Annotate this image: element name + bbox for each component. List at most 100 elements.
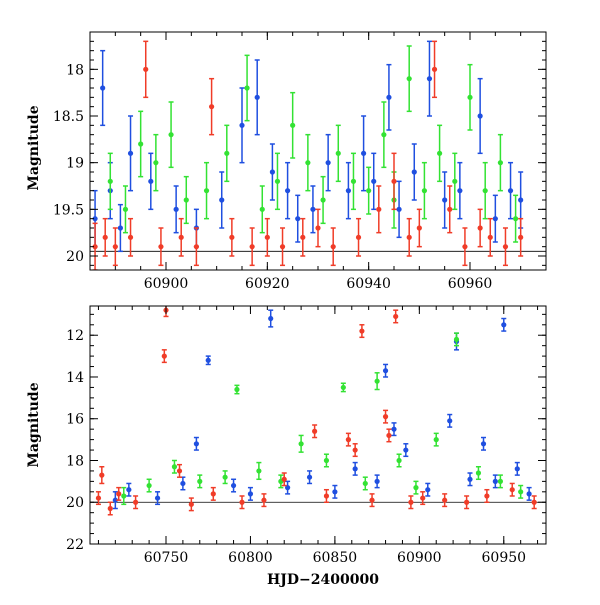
top-y-tick-label: 18 [66, 62, 84, 78]
top-x-tick-label: 60920 [245, 276, 290, 292]
bottom-series-0-marker [425, 487, 431, 493]
top-series-1-point [320, 175, 326, 225]
bottom-series-1-marker [298, 441, 304, 447]
bottom-series-2-point [359, 324, 365, 339]
bottom-series-0-marker [492, 478, 498, 484]
top-series-0-point [426, 40, 433, 117]
bottom-series-2-point [509, 482, 515, 497]
bottom-series-0-point [193, 436, 199, 451]
bottom-series-2-marker [509, 487, 515, 493]
top-series-2-point [249, 227, 255, 267]
bottom-series-0-marker [374, 478, 380, 484]
bottom-x-tick-label: 60750 [144, 550, 189, 566]
top-series-0-marker [310, 206, 316, 212]
bottom-series-0-marker [193, 441, 199, 447]
bottom-series-2-point [95, 491, 102, 506]
bottom-series-1-marker [121, 493, 127, 499]
top-series-0-marker [345, 188, 351, 194]
bottom-series-2-point [312, 424, 318, 439]
bottom-series-1-point [497, 474, 503, 489]
top-x-tick-label: 60940 [346, 276, 391, 292]
top-series-0-point [386, 63, 392, 131]
bottom-series-0-marker [285, 485, 291, 491]
top-series-0-point [361, 115, 367, 192]
top-series-0-point [325, 133, 331, 192]
top-series-2-point [518, 217, 524, 257]
top-series-1-point [153, 133, 159, 192]
bottom-x-axis-title: HJD−2400000 [267, 572, 379, 588]
top-series-0-marker [396, 206, 402, 212]
top-series-0-point [371, 152, 377, 211]
bottom-series-2-point [345, 432, 351, 447]
top-series-1-point [513, 194, 519, 243]
top-series-0-point [411, 143, 417, 201]
bottom-series-2-point [239, 495, 245, 510]
top-series-0-point [239, 87, 245, 164]
top-x-tick-label: 60900 [144, 276, 189, 292]
top-series-0-point [148, 152, 154, 211]
top-series-1-point [482, 161, 488, 220]
bottom-series-2-point [323, 488, 330, 503]
top-series-1-point [224, 124, 230, 183]
bottom-x-tick-label: 60850 [313, 550, 358, 566]
top-panel-ticks [89, 31, 547, 270]
top-series-0-marker [477, 113, 483, 119]
bottom-series-0-point [332, 484, 338, 499]
bottom-series-1-marker [475, 470, 482, 476]
bottom-series-2-marker [420, 495, 426, 501]
top-series-2-marker [502, 244, 509, 250]
bottom-series-0-marker [180, 480, 186, 487]
top-series-0-marker [442, 197, 448, 203]
bottom-series-1-marker [396, 457, 402, 464]
top-series-2-point [127, 217, 134, 257]
bottom-y-tick-label: 12 [66, 328, 84, 344]
bottom-series-0-point [230, 478, 237, 493]
bottom-series-0-point [447, 413, 453, 428]
bottom-series-1-point [171, 459, 178, 474]
top-series-2-point [178, 217, 184, 257]
top-series-2-point [376, 185, 382, 234]
bottom-x-tick-label: 60950 [482, 550, 527, 566]
bottom-series-1-point [413, 480, 419, 495]
bottom-series-2-point [352, 443, 358, 458]
bottom-series-0-point [205, 355, 211, 366]
bottom-series-2-marker [116, 491, 122, 497]
top-series-2-marker [300, 234, 306, 240]
top-series-1-point [421, 161, 427, 220]
bottom-series-1-point [121, 486, 127, 506]
top-y-axis-title: Magnitude [26, 105, 42, 190]
bottom-series-1-point [518, 484, 524, 499]
bottom-series-2-marker [188, 501, 194, 507]
bottom-series-1-point [340, 382, 346, 393]
bottom-series-0-point [514, 461, 520, 476]
bottom-series-1-point [222, 470, 228, 485]
bottom-series-0-marker [382, 368, 389, 374]
top-series-0-point [117, 203, 123, 253]
bottom-series-2-marker [281, 476, 287, 482]
bottom-series-0-point [382, 363, 389, 378]
top-series-0-marker [117, 225, 123, 231]
top-series-1-marker [305, 160, 311, 166]
top-series-1-point [290, 91, 296, 159]
top-series-2-marker [264, 234, 270, 240]
top-series-1-marker [168, 132, 174, 138]
top-series-1-point [381, 101, 387, 169]
top-series-2-marker [391, 178, 397, 184]
top-series-0-point [173, 185, 179, 234]
bottom-series-0-marker [514, 466, 520, 472]
bottom-series-0-point [425, 482, 431, 497]
top-panel-marks [90, 40, 546, 270]
bottom-y-tick-label: 16 [66, 412, 84, 428]
bottom-series-2-point [176, 463, 183, 478]
top-series-0-marker [295, 216, 301, 222]
bottom-series-0-marker [112, 497, 118, 503]
bottom-series-0-marker [480, 441, 487, 447]
bottom-series-1-point [396, 453, 402, 468]
bottom-y-tick-label: 14 [66, 370, 84, 386]
bottom-series-0-point [306, 470, 313, 485]
bottom-series-0-marker [247, 491, 254, 497]
bottom-series-1-marker [433, 437, 439, 443]
top-series-1-marker [290, 122, 296, 128]
bottom-series-2-point [408, 495, 414, 510]
bottom-series-1-point [323, 453, 330, 468]
